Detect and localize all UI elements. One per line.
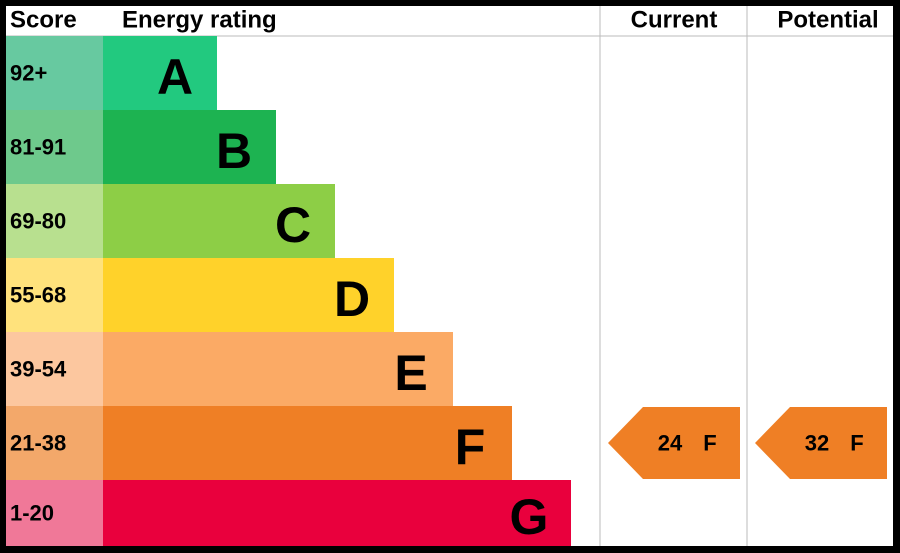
- rating-bar: [103, 110, 276, 184]
- score-label: 92+: [10, 61, 47, 86]
- rating-letter: F: [455, 419, 486, 475]
- rating-bar: [103, 480, 571, 546]
- current-band: F: [703, 431, 716, 456]
- score-label: 81-91: [10, 135, 66, 160]
- score-cell: [6, 480, 103, 546]
- rating-letter: B: [216, 123, 252, 179]
- rating-bar: [103, 184, 335, 258]
- rating-letter: A: [157, 49, 193, 105]
- header-score: Score: [10, 7, 77, 34]
- current-arrow: [608, 407, 740, 479]
- score-cell: [6, 258, 103, 332]
- score-cell: [6, 332, 103, 406]
- header-rating: Energy rating: [122, 7, 277, 34]
- score-label: 1-20: [10, 501, 54, 526]
- score-label: 69-80: [10, 209, 66, 234]
- score-label: 21-38: [10, 431, 66, 456]
- rating-bar: [103, 406, 512, 480]
- score-cell: [6, 406, 103, 480]
- header-current: Current: [631, 7, 718, 34]
- header-potential: Potential: [777, 7, 878, 34]
- rating-letter: C: [275, 197, 311, 253]
- score-label: 39-54: [10, 357, 67, 382]
- rating-bar: [103, 258, 394, 332]
- score-cell: [6, 110, 103, 184]
- rating-letter: G: [510, 489, 549, 545]
- current-value: 24: [658, 431, 683, 456]
- rating-bar: [103, 332, 453, 406]
- potential-arrow: [755, 407, 887, 479]
- potential-band: F: [850, 431, 863, 456]
- rating-letter: E: [394, 345, 427, 401]
- rating-bar: [103, 36, 217, 110]
- potential-value: 32: [805, 431, 829, 456]
- rating-letter: D: [334, 271, 370, 327]
- score-cell: [6, 36, 103, 110]
- score-label: 55-68: [10, 283, 66, 308]
- score-cell: [6, 184, 103, 258]
